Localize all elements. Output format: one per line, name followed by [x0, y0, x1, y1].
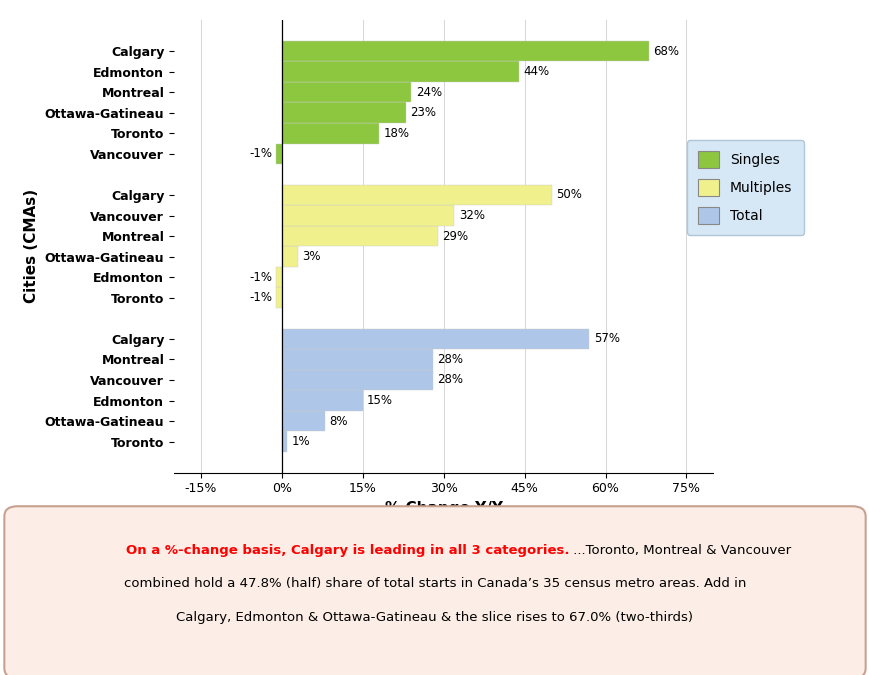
Bar — [282, 390, 362, 411]
Text: 18%: 18% — [383, 127, 408, 140]
Bar — [276, 144, 282, 164]
Text: -1%: -1% — [249, 271, 272, 284]
Text: 28%: 28% — [437, 373, 462, 387]
Text: 8%: 8% — [329, 414, 348, 427]
Text: -1%: -1% — [249, 292, 272, 304]
Bar — [282, 411, 325, 431]
Bar — [282, 185, 551, 205]
Bar — [276, 288, 282, 308]
Text: On a %-change basis, Calgary is leading in all 3 categories.: On a %-change basis, Calgary is leading … — [126, 543, 568, 557]
Text: 44%: 44% — [523, 65, 549, 78]
Text: 28%: 28% — [437, 353, 462, 366]
Bar — [282, 226, 438, 246]
Text: 23%: 23% — [410, 106, 435, 119]
Bar — [276, 267, 282, 288]
Bar — [282, 123, 379, 144]
Text: 1%: 1% — [291, 435, 310, 448]
Text: combined hold a 47.8% (half) share of total starts in Canada’s 35 census metro a: combined hold a 47.8% (half) share of to… — [123, 577, 746, 591]
Text: 24%: 24% — [415, 86, 441, 99]
Text: 57%: 57% — [593, 332, 619, 346]
Bar — [282, 82, 411, 103]
Bar — [282, 205, 454, 226]
Text: 50%: 50% — [555, 188, 581, 201]
Y-axis label: Cities (CMAs): Cities (CMAs) — [24, 189, 39, 304]
X-axis label: % Change Y/Y: % Change Y/Y — [384, 501, 502, 516]
Text: 15%: 15% — [367, 394, 393, 407]
Bar — [282, 349, 433, 370]
Bar — [282, 61, 519, 82]
Legend: Singles, Multiples, Total: Singles, Multiples, Total — [687, 140, 803, 235]
Bar — [282, 431, 287, 452]
Bar — [282, 40, 648, 61]
Text: 68%: 68% — [653, 45, 678, 57]
Text: Calgary, Edmonton & Ottawa-Gatineau & the slice rises to 67.0% (two-thirds): Calgary, Edmonton & Ottawa-Gatineau & th… — [176, 611, 693, 624]
Bar — [282, 370, 433, 390]
Text: ...Toronto, Montreal & Vancouver: ...Toronto, Montreal & Vancouver — [568, 543, 791, 557]
Text: -1%: -1% — [249, 147, 272, 161]
Text: 32%: 32% — [458, 209, 484, 222]
Bar — [282, 103, 406, 123]
Text: 29%: 29% — [442, 230, 468, 242]
Bar — [282, 329, 588, 349]
Text: 3%: 3% — [302, 250, 321, 263]
Bar — [282, 246, 298, 267]
